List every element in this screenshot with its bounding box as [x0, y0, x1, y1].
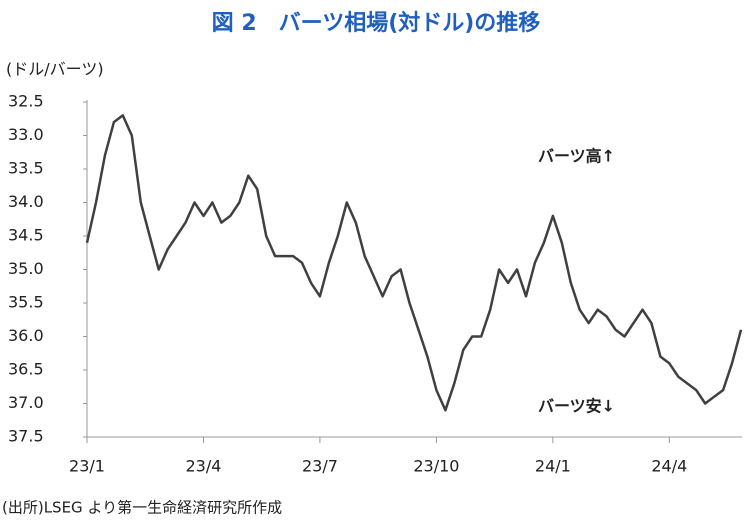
y-tick-label: 34.5	[8, 226, 44, 245]
y-tick-label: 36.0	[8, 326, 44, 345]
y-tick-label: 37.0	[8, 393, 44, 412]
y-tick-label: 37.5	[8, 427, 44, 446]
y-tick-label: 35.5	[8, 293, 44, 312]
y-tick-label: 34.0	[8, 192, 44, 211]
y-tick-label: 33.5	[8, 159, 44, 178]
y-tick-label: 33.0	[8, 125, 44, 144]
chart-title: 図 2 バーツ相場(対ドル)の推移	[212, 10, 541, 36]
x-tick-label: 23/10	[413, 457, 459, 476]
annotation: バーツ高↑	[538, 147, 615, 166]
y-tick-label: 35.0	[8, 259, 44, 278]
y-tick-label: 32.5	[8, 92, 44, 111]
series-line	[85, 114, 743, 412]
x-tick-label: 23/1	[69, 457, 105, 476]
annotation: バーツ安↓	[538, 397, 615, 416]
x-tick-label: 23/7	[302, 457, 338, 476]
y-tick-label: 36.5	[8, 360, 44, 379]
x-tick-label: 23/4	[185, 457, 221, 476]
y-axis-label: (ドル/バーツ)	[6, 60, 104, 79]
x-tick-label: 24/1	[535, 457, 571, 476]
source-note: (出所)LSEG より第一生命経済研究所作成	[2, 499, 282, 517]
x-tick-label: 24/4	[651, 457, 687, 476]
